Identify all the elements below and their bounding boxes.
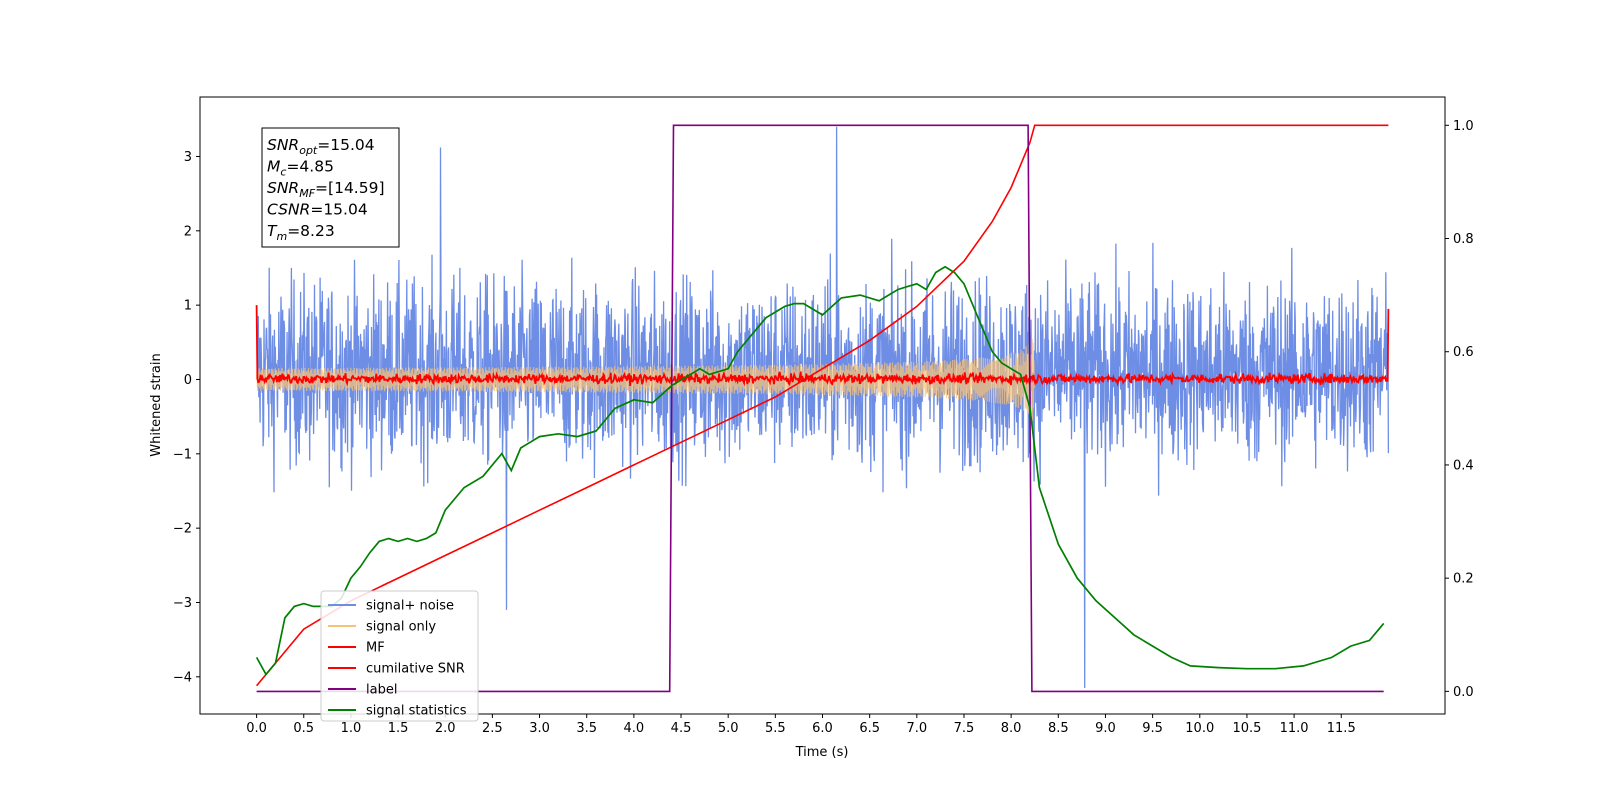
y-left-tick-label: 1	[184, 299, 192, 314]
stats-line: SNRMF=[14.59]	[267, 179, 385, 200]
legend-label: MF	[366, 641, 385, 656]
y-axis-left: 3 2 1 0 −1 −2 −3 −4	[173, 150, 200, 685]
y-right-tick-label: 0.8	[1453, 232, 1474, 247]
x-tick-label: 8.0	[1001, 721, 1022, 736]
x-tick-label: 9.0	[1095, 721, 1116, 736]
series-line	[255, 124, 1389, 687]
legend-label: signal+ noise	[366, 599, 454, 614]
x-tick-label: 0.5	[293, 721, 314, 736]
y-left-tick-label: 0	[184, 373, 192, 388]
y-right-tick-label: 0.4	[1453, 458, 1474, 473]
y-right-tick-label: 0.0	[1453, 685, 1474, 700]
x-tick-label: 4.0	[624, 721, 645, 736]
y-left-tick-label: 2	[184, 224, 192, 239]
x-tick-label: 11.0	[1280, 721, 1309, 736]
legend-label: cumilative SNR	[366, 662, 465, 677]
x-tick-label: 11.5	[1327, 721, 1356, 736]
legend-label: signal statistics	[366, 704, 467, 719]
y-right-tick-label: 0.6	[1453, 345, 1474, 360]
x-axis-label: Time (s)	[795, 745, 849, 760]
y-right-tick-label: 1.0	[1453, 119, 1474, 134]
x-tick-label: 2.0	[435, 721, 456, 736]
legend-frame	[320, 590, 479, 722]
stats-box: SNRopt=15.04Mc=4.85SNRMF=[14.59]CSNR=15.…	[261, 127, 400, 248]
x-tick-label: 5.0	[718, 721, 739, 736]
x-tick-label: 6.0	[812, 721, 833, 736]
y-left-tick-label: −3	[173, 596, 192, 611]
x-tick-label: 6.5	[859, 721, 880, 736]
x-tick-label: 0.0	[246, 721, 267, 736]
x-tick-label: 7.0	[906, 721, 927, 736]
series-layer	[255, 124, 1390, 693]
series-line	[256, 338, 1036, 421]
stats-line: SNRopt=15.04	[267, 136, 375, 157]
stats-line: CSNR=15.04	[267, 201, 368, 219]
y-axis-right: 1.0 0.8 0.6 0.4 0.2 0.0	[1445, 119, 1474, 700]
x-tick-label: 4.5	[671, 721, 692, 736]
x-tick-label: 5.5	[765, 721, 786, 736]
y-axis-label: Whitened strain	[149, 353, 164, 456]
series-line	[255, 265, 1385, 676]
stats-box-frame	[261, 127, 400, 248]
x-tick-label: 8.5	[1048, 721, 1069, 736]
series-line	[255, 305, 1390, 387]
x-tick-label: 1.5	[388, 721, 409, 736]
x-axis: 0.0 0.5 1.0 1.5 2.0 2.5 3.0 3.5 4.0 4.5 5.0 5.5 6.0 6…	[246, 714, 1356, 736]
x-tick-label: 2.5	[482, 721, 503, 736]
y-left-tick-label: 3	[184, 150, 192, 165]
stats-line: Tm=8.23	[267, 222, 335, 243]
legend-label: signal only	[366, 620, 436, 635]
x-tick-label: 7.5	[954, 721, 975, 736]
x-tick-label: 10.0	[1185, 721, 1214, 736]
x-tick-label: 9.5	[1142, 721, 1163, 736]
series-line	[256, 124, 1384, 693]
x-tick-label: 3.5	[576, 721, 597, 736]
legend: signal+ noise signal only MF cumilative SNR…	[320, 590, 479, 722]
stats-line: Mc=4.85	[267, 158, 334, 179]
y-left-tick-label: −4	[173, 670, 192, 685]
x-tick-label: 10.5	[1232, 721, 1261, 736]
legend-label: label	[366, 683, 397, 698]
y-left-tick-label: −1	[173, 447, 192, 462]
x-tick-label: 1.0	[341, 721, 362, 736]
x-tick-label: 3.0	[529, 721, 550, 736]
y-left-tick-label: −2	[173, 522, 192, 537]
y-right-tick-label: 0.2	[1453, 572, 1474, 587]
